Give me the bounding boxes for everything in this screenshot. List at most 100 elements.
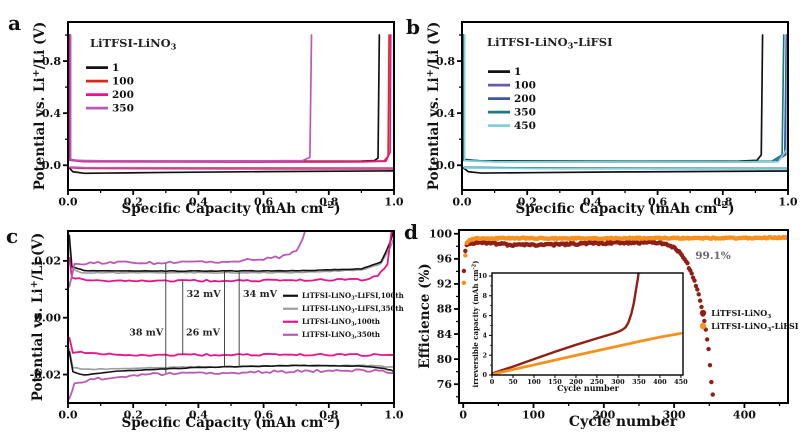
x-tick-label: 450 [674, 378, 688, 386]
x-tick-label: 1.0 [384, 408, 403, 421]
line-series-0 [68, 167, 395, 175]
axis-ticks: 0.0 0.2 0.4 0.6 0.8 1.0 0.0 0.4 0.8 [436, 34, 798, 208]
y-tick-label: 0 [482, 371, 487, 379]
y-axis-label: irreversible capacity (mAh cm-2) [471, 261, 480, 388]
legend-label: 350 [112, 103, 134, 115]
x-tick-label: 200 [592, 408, 615, 421]
axes-box [491, 272, 684, 376]
y-tick-label: 0.4 [436, 107, 455, 120]
line-series-3 [68, 368, 395, 400]
legend-label: 100 [112, 76, 134, 88]
y-tick-label: 0.4 [42, 107, 61, 120]
y-tick-label: 84 [437, 328, 453, 341]
x-axis-label: Cycle number [569, 414, 678, 430]
y-tick-label: 76 [437, 378, 453, 391]
y-tick-label: 92 [437, 278, 452, 291]
y-tick-label: 0.02 [34, 255, 61, 268]
x-tick-label: 0.6 [254, 195, 273, 208]
series-group [68, 230, 395, 400]
x-tick-label: 1.0 [384, 195, 403, 208]
legend-label: LiTFSI-LiNO3 [711, 308, 771, 320]
y-axis-label: Potential vs. Li+/Li (V) [29, 233, 46, 402]
x-tick-label: 0.2 [124, 408, 143, 421]
x-tick-label: 200 [569, 378, 583, 386]
x-axis-label: Cycle number [557, 383, 620, 393]
line-series-0 [68, 236, 395, 275]
x-axis-label: Specific Capacity (mAh cm-2) [515, 200, 734, 217]
axis-ticks: 0.0 0.2 0.4 0.6 0.8 1.0 0.02 0.00 -0.02 [30, 255, 404, 422]
annotation-text: 38 mV [129, 327, 164, 338]
axis-ticks: 0 50 100 150 200 250 300 350 400 450 0 2 4 6 8 10 [478, 272, 688, 386]
x-tick-label: 350 [632, 378, 646, 386]
x-tick-label: 300 [611, 378, 625, 386]
x-tick-label: 0.4 [583, 195, 602, 208]
line-series-2 [463, 34, 788, 163]
line-series-0 [491, 272, 640, 375]
y-tick-label: 96 [437, 253, 453, 266]
series-group [462, 34, 789, 174]
series-group [491, 272, 683, 376]
y-tick-label: 0.8 [436, 55, 455, 68]
legend-label: 450 [514, 120, 536, 132]
x-tick-label: 0.8 [713, 195, 732, 208]
y-tick-label: 0.0 [436, 159, 455, 172]
line-series-4 [463, 34, 789, 163]
y-tick-label: 100 [429, 228, 452, 241]
legend-marker [699, 309, 707, 317]
x-tick-label: 0.8 [319, 195, 338, 208]
y-axis-label: Potential vs. Li+/Li (V) [425, 22, 442, 191]
x-tick-label: 0.2 [124, 195, 143, 208]
y-tick-label: 8 [482, 292, 487, 300]
y-tick-label: 4 [482, 332, 487, 340]
x-tick-label: 0.0 [58, 195, 77, 208]
panel-title: LiTFSI-LiNO3-LiFSI [487, 35, 612, 51]
line-series-3 [463, 34, 785, 163]
line-series-2 [68, 336, 395, 357]
x-tick-label: 400 [733, 408, 756, 421]
panel-letter-c: c [6, 224, 19, 248]
line-series-3 [69, 166, 395, 169]
x-tick-label: 0.2 [518, 195, 537, 208]
y-tick-label: 0.0 [42, 159, 61, 172]
y-tick-label: 6 [482, 312, 487, 320]
line-series-2 [68, 230, 393, 283]
series-group [461, 234, 789, 397]
legend-label: LiTFSI-LiNO3,350th [302, 330, 380, 341]
y-tick-label: -0.02 [30, 368, 61, 381]
x-tick-label: 400 [653, 378, 667, 386]
annotation-text: 99.1% [695, 250, 731, 262]
series-group [68, 34, 395, 175]
panel-letter-d: d [404, 220, 418, 244]
axes-box [458, 229, 789, 404]
legend-label: 1 [514, 66, 521, 78]
y-tick-label: 80 [437, 353, 453, 366]
line-series-1 [463, 34, 788, 163]
y-tick-label: 2 [482, 351, 487, 359]
x-tick-label: 100 [527, 378, 541, 386]
legend-label: 1 [112, 62, 119, 74]
panel-d-inset: 0 50 100 150 200 250 300 350 400 450 0 2 4 6 8 10 Cycle … [471, 261, 688, 393]
legend-label: 200 [112, 89, 134, 101]
line-series-3 [69, 34, 313, 162]
x-tick-label: 50 [508, 378, 518, 386]
legend-label: LiTFSI-LiNO3-LiFSI,100th [302, 291, 404, 302]
x-tick-label: 250 [590, 378, 604, 386]
legend-marker [699, 322, 707, 330]
line-series-0 [462, 167, 789, 174]
y-tick-label: 88 [437, 303, 453, 316]
x-axis-label: Specific Capacity (mAh cm-2) [121, 414, 340, 431]
line-series-1 [68, 351, 395, 376]
x-tick-label: 300 [663, 408, 686, 421]
y-axis-label: Efficience (%) [417, 263, 433, 368]
panel-letter-a: a [8, 11, 21, 35]
x-tick-label: 0.6 [648, 195, 667, 208]
legend-label: LiTFSI-LiNO3-LiFSI,350th [302, 304, 404, 315]
annotation-text: 26 mV [186, 327, 221, 338]
panel-title: LiTFSI-LiNO3 [90, 36, 177, 52]
